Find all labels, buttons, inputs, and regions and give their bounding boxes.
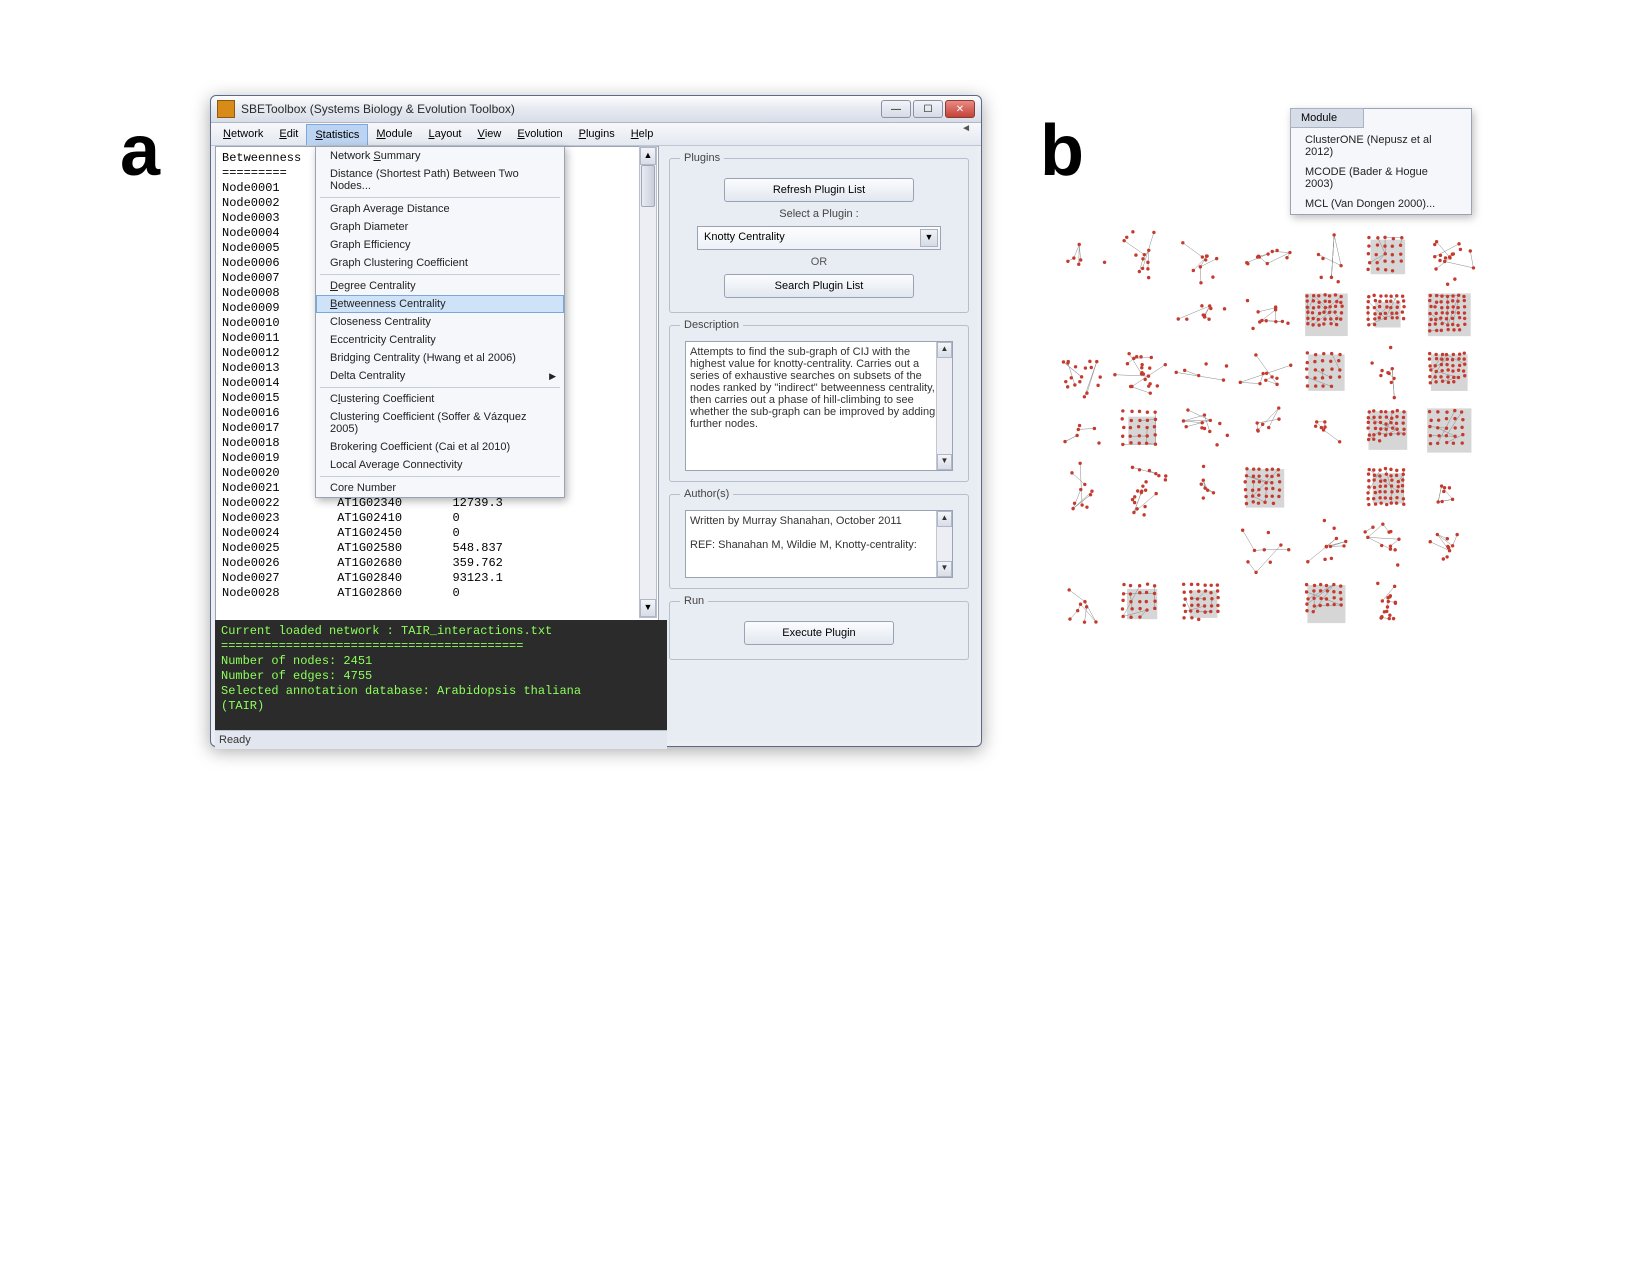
search-plugin-button[interactable]: Search Plugin List <box>724 274 914 298</box>
statistics-item[interactable]: Graph Average Distance <box>316 200 564 218</box>
window-title: SBEToolbox (Systems Biology & Evolution … <box>241 102 881 116</box>
scroll-up-icon[interactable]: ▲ <box>937 342 952 358</box>
plugin-select-value: Knotty Centrality <box>704 231 785 243</box>
description-legend: Description <box>680 319 743 331</box>
panel-label-a: a <box>120 110 160 192</box>
statistics-item[interactable]: Graph Efficiency <box>316 236 564 254</box>
authors-textbox[interactable]: Written by Murray Shanahan, October 2011… <box>685 510 953 578</box>
statistics-item[interactable]: Core Number <box>316 479 564 497</box>
description-scrollbar[interactable]: ▲▼ <box>936 342 952 470</box>
menu-view[interactable]: View <box>470 123 510 145</box>
right-pane: Plugins Refresh Plugin List Select a Plu… <box>667 146 977 742</box>
scroll-up-icon[interactable]: ▲ <box>937 511 952 527</box>
status-bar: Ready <box>215 730 667 749</box>
menu-separator <box>320 197 560 198</box>
statistics-item[interactable]: Clustering Coefficient <box>316 390 564 408</box>
scroll-down-button[interactable]: ▼ <box>640 599 656 617</box>
statistics-item[interactable]: Bridging Centrality (Hwang et al 2006) <box>316 349 564 367</box>
menu-evolution[interactable]: Evolution <box>509 123 570 145</box>
scroll-down-icon[interactable]: ▼ <box>937 454 952 470</box>
statistics-item[interactable]: Closeness Centrality <box>316 313 564 331</box>
menubar: NetworkEditStatisticsModuleLayoutViewEvo… <box>211 123 981 146</box>
authors-ref: REF: Shanahan M, Wildie M, Knotty-centra… <box>690 539 917 551</box>
statistics-item[interactable]: Brokering Coefficient (Cai et al 2010) <box>316 438 564 456</box>
statistics-item[interactable]: Network Summary <box>316 147 564 165</box>
description-fieldset: Description Attempts to find the sub-gra… <box>669 319 969 482</box>
menu-module[interactable]: Module <box>368 123 420 145</box>
run-legend: Run <box>680 595 708 607</box>
module-item[interactable]: MCL (Van Dongen 2000)... <box>1291 194 1471 214</box>
textarea-scrollbar[interactable]: ▲ ▼ <box>639 146 657 618</box>
module-menu: Module ClusterONE (Nepusz et al 2012)MCO… <box>1290 108 1472 215</box>
app-icon <box>217 100 235 118</box>
menu-statistics[interactable]: Statistics <box>306 124 368 145</box>
execute-plugin-button[interactable]: Execute Plugin <box>744 621 894 645</box>
close-button[interactable]: ✕ <box>945 100 975 118</box>
select-plugin-label: Select a Plugin : <box>680 208 958 220</box>
authors-scrollbar[interactable]: ▲▼ <box>936 511 952 577</box>
run-fieldset: Run Execute Plugin <box>669 595 969 660</box>
or-label: OR <box>680 256 958 268</box>
panel-label-b: b <box>1040 110 1084 192</box>
statistics-item[interactable]: Eccentricity Centrality <box>316 331 564 349</box>
statistics-item[interactable]: Clustering Coefficient (Soffer & Vázquez… <box>316 408 564 438</box>
menu-separator <box>320 476 560 477</box>
scroll-down-icon[interactable]: ▼ <box>937 561 952 577</box>
chevron-down-icon[interactable]: ▼ <box>920 229 938 247</box>
plugins-legend: Plugins <box>680 152 724 164</box>
statistics-item[interactable]: Local Average Connectivity <box>316 456 564 474</box>
menu-help[interactable]: Help <box>623 123 662 145</box>
workarea: Betweenness ========= Node0001 Node0002 … <box>215 146 977 742</box>
menu-layout[interactable]: Layout <box>420 123 469 145</box>
authors-fieldset: Author(s) Written by Murray Shanahan, Oc… <box>669 488 969 589</box>
statistics-dropdown: Network SummaryDistance (Shortest Path) … <box>315 146 565 498</box>
maximize-button[interactable]: ☐ <box>913 100 943 118</box>
menu-edit[interactable]: Edit <box>271 123 306 145</box>
window-buttons: — ☐ ✕ <box>881 100 975 118</box>
scroll-up-button[interactable]: ▲ <box>640 147 656 165</box>
network-visualization <box>1050 228 1480 633</box>
statistics-item[interactable]: Betweenness Centrality <box>316 295 564 313</box>
statistics-item[interactable]: Graph Clustering Coefficient <box>316 254 564 272</box>
minimize-button[interactable]: — <box>881 100 911 118</box>
menu-separator <box>320 274 560 275</box>
module-item[interactable]: MCODE (Bader & Hogue 2003) <box>1291 162 1471 194</box>
module-item[interactable]: ClusterONE (Nepusz et al 2012) <box>1291 130 1471 162</box>
app-window: SBEToolbox (Systems Biology & Evolution … <box>210 95 982 747</box>
refresh-plugin-button[interactable]: Refresh Plugin List <box>724 178 914 202</box>
submenu-arrow-icon: ▶ <box>549 371 556 382</box>
menu-separator <box>320 387 560 388</box>
scroll-thumb[interactable] <box>641 165 655 207</box>
plugin-select[interactable]: Knotty Centrality ▼ <box>697 226 941 250</box>
menu-overflow-icon[interactable]: ◄ <box>955 123 977 145</box>
statistics-item[interactable]: Degree Centrality <box>316 277 564 295</box>
menu-plugins[interactable]: Plugins <box>571 123 623 145</box>
description-text: Attempts to find the sub-graph of CIJ wi… <box>690 346 935 430</box>
plugins-fieldset: Plugins Refresh Plugin List Select a Plu… <box>669 152 969 313</box>
titlebar[interactable]: SBEToolbox (Systems Biology & Evolution … <box>211 96 981 123</box>
module-menu-title[interactable]: Module <box>1290 108 1364 128</box>
statistics-item[interactable]: Distance (Shortest Path) Between Two Nod… <box>316 165 564 195</box>
statistics-item[interactable]: Graph Diameter <box>316 218 564 236</box>
authors-text: Written by Murray Shanahan, October 2011 <box>690 515 902 527</box>
statistics-item[interactable]: Delta Centrality▶ <box>316 367 564 385</box>
console: Current loaded network : TAIR_interactio… <box>215 620 667 736</box>
menu-network[interactable]: Network <box>215 123 271 145</box>
left-pane: Betweenness ========= Node0001 Node0002 … <box>215 146 657 742</box>
description-textbox[interactable]: Attempts to find the sub-graph of CIJ wi… <box>685 341 953 471</box>
authors-legend: Author(s) <box>680 488 733 500</box>
